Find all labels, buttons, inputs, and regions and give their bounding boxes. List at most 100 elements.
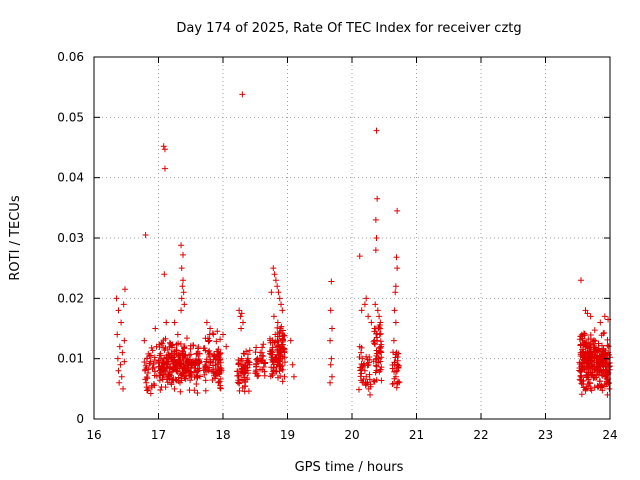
data-point <box>114 331 121 338</box>
data-point <box>390 380 397 387</box>
data-point <box>578 391 585 398</box>
data-point <box>576 336 583 343</box>
data-point <box>210 369 217 376</box>
data-point <box>276 361 283 368</box>
data-point <box>178 307 185 314</box>
data-point <box>192 365 199 372</box>
data-point <box>121 286 128 293</box>
data-point <box>177 370 184 377</box>
data-point <box>157 369 164 376</box>
data-point <box>581 331 588 338</box>
data-point <box>275 352 282 359</box>
data-point <box>394 265 401 272</box>
data-point <box>377 319 384 326</box>
axis-ticks: 16 17 18 19 20 21 22 23 24 0 0.01 0.02 0.03 0.04 0.05 0… <box>57 50 617 442</box>
data-point <box>356 253 363 260</box>
data-point <box>205 337 212 344</box>
data-point <box>235 357 242 364</box>
data-point <box>287 337 294 344</box>
data-point <box>268 364 275 371</box>
data-point <box>366 356 373 363</box>
data-point <box>372 247 379 254</box>
data-point <box>174 331 181 338</box>
data-point <box>267 339 274 346</box>
data-point <box>372 369 379 376</box>
data-point <box>606 385 613 392</box>
data-point <box>358 370 365 377</box>
data-point <box>605 379 612 386</box>
data-point <box>121 337 128 344</box>
chart-title: Day 174 of 2025, Rate Of TEC Index for r… <box>176 21 521 36</box>
data-point <box>201 371 208 378</box>
data-point <box>210 351 217 358</box>
data-point <box>169 376 176 383</box>
data-point <box>171 385 178 392</box>
data-point <box>376 313 383 320</box>
data-point <box>587 313 594 320</box>
data-point <box>372 301 379 308</box>
data-point <box>604 342 611 349</box>
data-point <box>270 313 277 320</box>
data-point <box>276 330 283 337</box>
data-point <box>239 91 246 98</box>
data-point <box>577 277 584 284</box>
data-point <box>393 384 400 391</box>
data-point <box>161 165 168 172</box>
data-point <box>143 355 150 362</box>
data-point <box>244 374 251 381</box>
data-point <box>184 367 191 374</box>
data-point <box>209 377 216 384</box>
data-point <box>393 254 400 261</box>
data-point <box>372 216 379 223</box>
data-point <box>355 386 362 393</box>
data-point <box>603 356 610 363</box>
data-point <box>378 377 385 384</box>
data-point <box>394 357 401 364</box>
data-point <box>253 363 260 370</box>
data-point <box>217 359 224 366</box>
data-point <box>279 345 286 352</box>
data-point <box>180 251 187 258</box>
data-point <box>372 341 379 348</box>
data-point <box>186 352 193 359</box>
data-point <box>583 385 590 392</box>
x-tick-label: 16 <box>86 428 101 442</box>
data-point <box>269 349 276 356</box>
data-point <box>217 350 224 357</box>
data-point <box>171 361 178 368</box>
data-point <box>150 360 157 367</box>
data-point <box>180 277 187 284</box>
data-point <box>587 341 594 348</box>
data-point <box>390 337 397 344</box>
y-tick-label: 0 <box>76 412 84 426</box>
data-point <box>194 345 201 352</box>
data-point <box>591 384 598 391</box>
data-point <box>261 372 268 379</box>
data-point <box>194 359 201 366</box>
data-point <box>141 367 148 374</box>
data-point <box>213 338 220 345</box>
data-point <box>160 143 167 150</box>
data-point <box>595 340 602 347</box>
y-tick-label: 0.04 <box>57 171 84 185</box>
x-axis-title: GPS time / hours <box>295 460 404 475</box>
data-point <box>359 379 366 386</box>
data-point <box>376 331 383 338</box>
data-point <box>151 354 158 361</box>
data-point <box>585 376 592 383</box>
data-point <box>585 371 592 378</box>
data-point <box>167 363 174 370</box>
data-point <box>207 325 214 332</box>
data-point <box>210 331 217 338</box>
data-point <box>171 319 178 326</box>
data-point <box>279 337 286 344</box>
data-point <box>115 307 122 314</box>
data-point <box>587 364 594 371</box>
data-point <box>590 337 597 344</box>
data-point <box>277 325 284 332</box>
data-point <box>194 374 201 381</box>
data-point <box>587 332 594 339</box>
data-point <box>391 368 398 375</box>
data-point <box>375 348 382 355</box>
data-point <box>378 364 385 371</box>
